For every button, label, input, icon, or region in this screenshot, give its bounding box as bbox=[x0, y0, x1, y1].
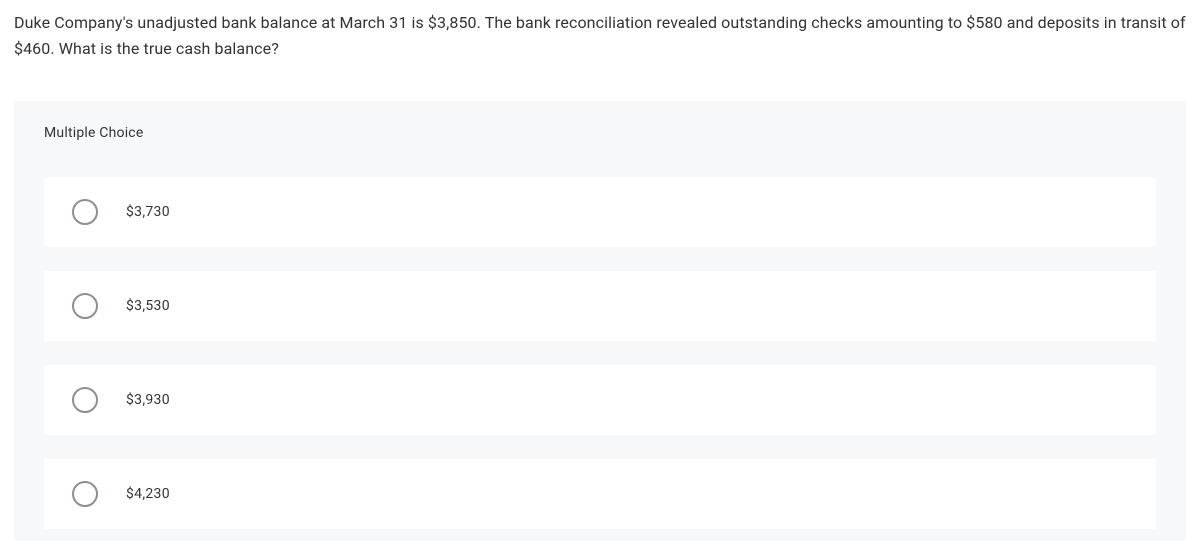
multiple-choice-header: Multiple Choice bbox=[14, 101, 1186, 165]
option-row[interactable]: $3,730 bbox=[44, 177, 1156, 247]
options-wrapper: $3,730 $3,530 $3,930 $4,230 bbox=[14, 165, 1186, 529]
radio-icon[interactable] bbox=[72, 199, 98, 225]
multiple-choice-container: Multiple Choice $3,730 $3,530 $3,930 $4,… bbox=[14, 101, 1186, 541]
option-label: $3,530 bbox=[126, 298, 170, 314]
option-label: $3,930 bbox=[126, 392, 170, 408]
option-row[interactable]: $4,230 bbox=[44, 459, 1156, 529]
radio-icon[interactable] bbox=[72, 293, 98, 319]
option-label: $4,230 bbox=[126, 486, 170, 502]
radio-icon[interactable] bbox=[72, 387, 98, 413]
option-label: $3,730 bbox=[126, 204, 170, 220]
option-row[interactable]: $3,530 bbox=[44, 271, 1156, 341]
radio-icon[interactable] bbox=[72, 481, 98, 507]
option-row[interactable]: $3,930 bbox=[44, 365, 1156, 435]
question-text: Duke Company's unadjusted bank balance a… bbox=[14, 10, 1186, 61]
